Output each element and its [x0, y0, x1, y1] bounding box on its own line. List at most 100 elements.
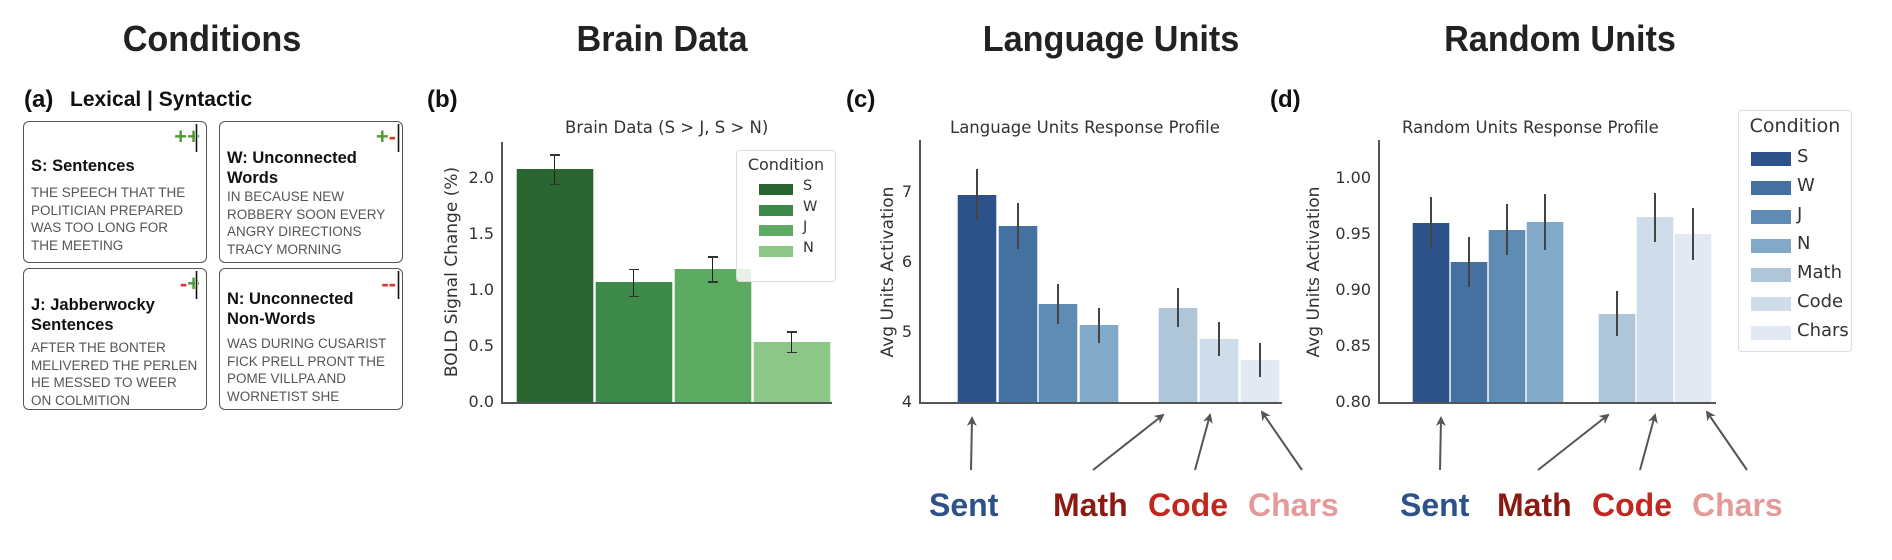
divider: [396, 271, 400, 299]
divider: [195, 124, 199, 152]
legend-label: S: [1797, 146, 1809, 167]
y-tick-label: 0.5: [468, 336, 494, 355]
y-axis-line: [501, 142, 503, 402]
annotation-code: Code: [1592, 487, 1672, 523]
section-title-conditions: Conditions: [122, 18, 302, 59]
example-line: WAS DURING CUSARIST: [227, 336, 387, 351]
y-tick-label: 0.95: [1335, 224, 1371, 243]
legend-label: J: [1797, 204, 1803, 225]
condition-example: AFTER THE BONTER MELIVERED THE PERLEN HE…: [31, 339, 197, 409]
error-cap: [629, 268, 639, 271]
error-bar: [1505, 203, 1509, 256]
legend-swatch: [759, 204, 793, 216]
legend-label: Chars: [1797, 320, 1849, 341]
bar-code: [1636, 217, 1674, 402]
legend-title: Condition: [1749, 115, 1841, 137]
bar-w: [998, 225, 1038, 402]
lexical-syntactic-header: Lexical | Syntactic: [70, 88, 253, 111]
y-tick-label: 4: [901, 392, 912, 411]
y-tick-label: 1.0: [468, 280, 494, 299]
legend-swatch: [759, 225, 793, 236]
error-bar: [975, 168, 979, 221]
example-line: WAS TOO LONG FOR: [31, 220, 169, 235]
legend-swatch: [759, 245, 793, 257]
lexical-syntactic-signs: + +: [174, 124, 200, 152]
lexical-sign: +: [375, 124, 389, 149]
title-line: Non-Words: [227, 310, 316, 328]
annotation-chars: Chars: [1248, 487, 1339, 523]
condition-title: W: Unconnected Words: [227, 148, 357, 188]
annotation-sent: Sent: [1400, 487, 1470, 523]
annotation-math: Math: [1497, 487, 1572, 523]
error-bar: [553, 154, 556, 184]
bar-w: [595, 282, 673, 402]
title-line: Words: [227, 169, 279, 187]
panel-label-a: (a): [24, 86, 54, 113]
error-bar: [1653, 192, 1657, 242]
y-tick-label: 0.90: [1335, 280, 1371, 299]
error-bar: [1615, 291, 1619, 336]
error-bar: [1217, 322, 1221, 356]
legend-swatch: [759, 184, 793, 195]
x-axis-line: [919, 402, 1282, 404]
syntactic-sign: -: [388, 271, 396, 296]
error-bar: [1691, 208, 1695, 260]
condition-title: S: Sentences: [31, 157, 135, 175]
section-title-brain-data: Brain Data: [576, 18, 748, 59]
legend: Condition S W J N: [736, 150, 836, 282]
y-tick-label: 5: [901, 322, 912, 341]
legend-swatch: [1751, 326, 1791, 340]
bar-s: [957, 194, 997, 402]
lexical-sign: +: [174, 124, 188, 149]
annotation-code: Code: [1148, 487, 1228, 523]
legend-swatch: [1751, 268, 1791, 282]
error-cap: [708, 256, 718, 258]
legend-title: Condition: [747, 155, 825, 174]
example-line: THE SPEECH THAT THE: [31, 185, 186, 200]
bar-j: [1488, 229, 1526, 402]
lexical-syntactic-signs: --: [381, 271, 400, 299]
condition-example: THE SPEECH THAT THE POLITICIAN PREPARED …: [31, 184, 185, 254]
y-tick-label: 0.85: [1335, 336, 1371, 355]
error-cap: [787, 331, 797, 333]
condition-card-n: -- N: Unconnected Non-Words WAS DURING C…: [219, 268, 403, 410]
lexical-syntactic-signs: + -: [375, 124, 400, 152]
legend-label: N: [803, 239, 814, 256]
divider: [396, 124, 400, 152]
x-axis-line: [1378, 402, 1716, 404]
title-line: W: Unconnected: [227, 149, 357, 167]
condition-example: IN BECAUSE NEW ROBBERY SOON EVERY ANGRY …: [227, 188, 385, 258]
error-bar: [790, 331, 793, 352]
error-cap: [550, 154, 560, 156]
legend-swatch: [1751, 181, 1791, 195]
example-line: ROBBERY SOON EVERY: [227, 206, 386, 222]
chart-title: Random Units Response Profile: [1402, 118, 1659, 137]
title-line: Sentences: [31, 316, 114, 334]
panel-label-c: (c): [846, 86, 876, 113]
y-tick-label: 1.5: [468, 224, 494, 243]
legend-label: Math: [1797, 262, 1843, 283]
y-tick-label: 1.00: [1335, 168, 1371, 187]
example-line: MELIVERED THE PERLEN: [31, 357, 198, 373]
legend-label: N: [1797, 233, 1811, 254]
y-axis-line: [1378, 140, 1380, 402]
bar-s: [516, 169, 594, 402]
chart-title: Brain Data (S > J, S > N): [565, 118, 769, 137]
legend-swatch: [1751, 210, 1791, 224]
condition-title: N: Unconnected Non-Words: [227, 289, 354, 329]
y-tick-label: 0.80: [1335, 392, 1371, 411]
condition-card-s: + + S: Sentences THE SPEECH THAT THE POLI…: [23, 121, 207, 263]
legend-label: W: [1797, 175, 1815, 196]
example-line: ON COLMITION: [31, 392, 131, 408]
error-cap: [550, 183, 560, 186]
condition-title: J: Jabberwocky Sentences: [31, 295, 155, 335]
legend-label: J: [803, 219, 808, 235]
y-tick-label: 2.0: [468, 168, 494, 187]
error-bar: [711, 256, 714, 282]
legend: Condition S W J N Math Code Chars: [1738, 110, 1852, 352]
example-line: WORNETIST SHE: [227, 388, 340, 404]
example-line: IN BECAUSE NEW: [227, 189, 345, 204]
condition-card-w: + - W: Unconnected Words IN BECAUSE NEW R…: [219, 121, 403, 263]
language-arrows: [966, 410, 1303, 471]
